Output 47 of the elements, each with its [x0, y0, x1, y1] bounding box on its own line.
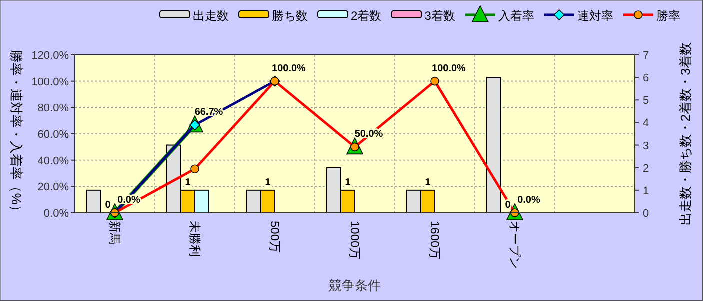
y-tick-label: 80.0% [38, 102, 70, 115]
y2-tick-label: 0 [643, 208, 650, 220]
y2-tick-label: 2 [643, 162, 650, 175]
data-label: 0 [505, 200, 512, 211]
legend-item: 勝ち数 [272, 9, 308, 23]
x-tick-label: 1000万 [348, 221, 362, 260]
y2-tick-label: 4 [643, 118, 650, 130]
bar [486, 77, 502, 214]
y-tick-label: 60.0% [38, 129, 70, 141]
legend-label: 勝率 [656, 9, 680, 23]
y-tick-label: 0.0% [44, 208, 70, 220]
y2-tick-label: 5 [643, 95, 650, 108]
y-tick-label: 100.0% [32, 76, 70, 88]
x-tick-label: オープン [508, 221, 522, 269]
legend-item: 入着率 [465, 5, 534, 23]
y2-axis-title: 出走数・勝ち数・2着数・3着数 [678, 42, 693, 226]
x-tick-label: 未勝利 [188, 221, 202, 257]
data-label: 100.0% [272, 63, 306, 74]
y-tick-label: 20.0% [38, 182, 70, 194]
y2-tick-label: 7 [643, 50, 650, 62]
data-label: 100.0% [432, 63, 466, 74]
y-tick-label: 120.0% [32, 50, 70, 62]
legend-item: 出走数 [193, 9, 229, 23]
data-label: 0.0% [518, 195, 541, 206]
y-axis-title: 勝率・連対率・入着率（%） [9, 50, 24, 218]
x-tick-label: 新馬 [108, 221, 122, 245]
y2-tick-label: 6 [643, 72, 650, 85]
x-tick-label: 1600万 [428, 221, 442, 260]
y2-tick-label: 1 [643, 185, 650, 198]
y-tick-label: 40.0% [38, 155, 70, 168]
y2-tick-label: 3 [643, 140, 650, 152]
bar [86, 190, 102, 214]
data-label: 1 [425, 177, 432, 188]
data-label: 1 [185, 177, 192, 188]
legend-item: 連対率 [544, 9, 614, 23]
data-label: 0 [105, 200, 112, 211]
data-label: 1 [265, 177, 272, 188]
legend-item: 2着数 [351, 9, 382, 23]
legend-label: 連対率 [577, 9, 614, 23]
legend-item: 勝率 [623, 9, 680, 23]
data-label: 1 [345, 177, 352, 188]
x-tick-label: 500万 [268, 221, 282, 254]
legend-label: 入着率 [498, 9, 534, 23]
x-axis-title: 競争条件 [329, 278, 381, 293]
point [430, 76, 440, 86]
point [190, 164, 200, 174]
legend-item: 3着数 [424, 9, 456, 23]
